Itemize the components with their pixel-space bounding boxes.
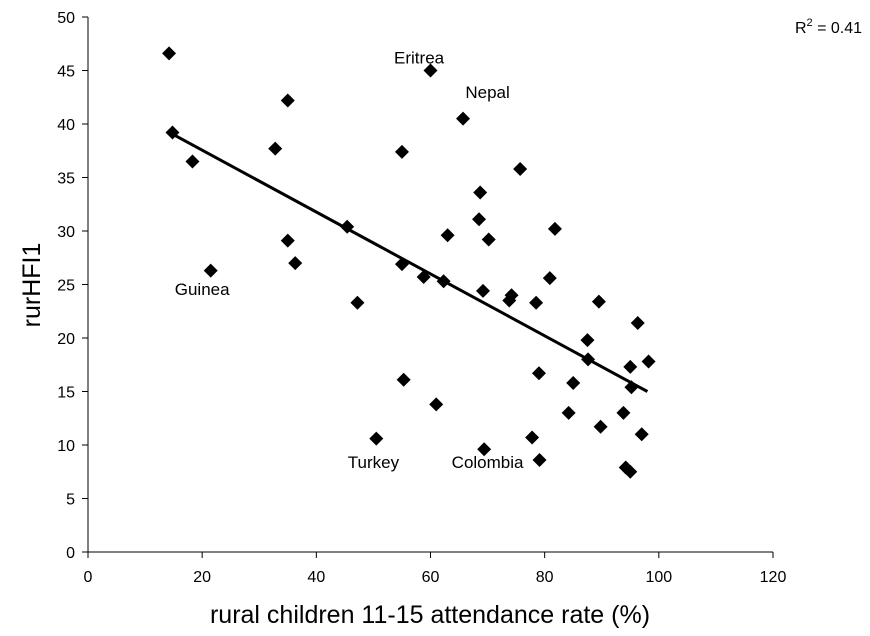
y-tick-label: 35 xyxy=(57,171,75,188)
x-tick-label: 20 xyxy=(193,569,211,586)
data-point xyxy=(591,294,606,309)
country-label: Nepal xyxy=(465,83,509,102)
y-tick-label: 10 xyxy=(57,438,75,455)
data-point xyxy=(630,316,645,331)
r-squared-sup: 2 xyxy=(807,17,813,29)
x-tick-label: 120 xyxy=(760,569,787,586)
r-squared-value: = 0.41 xyxy=(813,20,862,37)
data-point xyxy=(581,352,596,367)
data-point xyxy=(566,375,581,390)
data-point xyxy=(280,93,295,108)
data-point xyxy=(531,366,546,381)
data-point xyxy=(481,232,496,247)
data-point xyxy=(472,212,487,227)
x-tick-label: 60 xyxy=(422,569,440,586)
x-tick-label: 80 xyxy=(536,569,554,586)
country-annotations: Eritrea Nepal Guinea Turkey Colombia xyxy=(175,49,524,472)
data-point xyxy=(513,161,528,176)
r-squared-prefix: R xyxy=(795,20,807,37)
data-point xyxy=(423,63,438,78)
y-tick-label: 5 xyxy=(66,492,75,509)
data-point xyxy=(529,295,544,310)
y-tick-label: 15 xyxy=(57,385,75,402)
data-point xyxy=(504,288,519,303)
data-point xyxy=(502,293,517,308)
data-point xyxy=(394,257,409,272)
y-tick-label: 0 xyxy=(66,545,75,562)
x-axis-title: rural children 11-15 attendance rate (%) xyxy=(210,601,650,629)
data-point xyxy=(532,452,547,467)
data-point xyxy=(436,274,451,289)
y-tick-label: 20 xyxy=(57,331,75,348)
data-point xyxy=(547,221,562,236)
data-point xyxy=(280,233,295,248)
data-point xyxy=(396,372,411,387)
y-tick-label: 25 xyxy=(57,278,75,295)
data-point xyxy=(456,111,471,126)
data-point xyxy=(542,271,557,286)
data-points xyxy=(162,46,656,479)
y-tick-label: 50 xyxy=(57,10,75,27)
data-point xyxy=(288,256,303,271)
data-point xyxy=(634,427,649,442)
data-point xyxy=(476,283,491,298)
data-point xyxy=(440,228,455,243)
data-point xyxy=(624,380,639,395)
data-point xyxy=(616,405,631,420)
data-point xyxy=(416,270,431,285)
data-point xyxy=(165,125,180,140)
r-squared-label: R2 = 0.41 xyxy=(795,17,862,37)
country-label: Colombia xyxy=(452,453,524,472)
y-tick-label: 45 xyxy=(57,64,75,81)
country-label: Guinea xyxy=(175,280,230,299)
trendline xyxy=(172,133,649,393)
y-tick-label: 30 xyxy=(57,224,75,241)
x-tick-label: 40 xyxy=(307,569,325,586)
data-point xyxy=(623,359,638,374)
data-point xyxy=(429,397,444,412)
data-point xyxy=(477,442,492,457)
data-point xyxy=(203,263,218,278)
x-axis: 0 20 40 60 80 100 120 xyxy=(84,551,787,586)
y-axis-title: rurHFI1 xyxy=(18,243,46,328)
data-point xyxy=(162,46,177,61)
x-tick-label: 0 xyxy=(84,569,93,586)
data-point xyxy=(623,464,638,479)
data-point xyxy=(394,144,409,159)
data-point xyxy=(350,295,365,310)
data-point xyxy=(185,154,200,169)
data-point xyxy=(580,333,595,348)
data-point xyxy=(473,185,488,200)
country-label: Turkey xyxy=(348,453,400,472)
y-tick-label: 40 xyxy=(57,117,75,134)
data-point xyxy=(641,354,656,369)
data-point xyxy=(369,431,384,446)
data-point xyxy=(525,430,540,445)
data-point xyxy=(340,219,355,234)
x-tick-label: 100 xyxy=(645,569,672,586)
data-point xyxy=(561,405,576,420)
y-axis: 0 5 10 15 20 25 30 35 40 45 50 xyxy=(57,10,89,562)
country-label: Eritrea xyxy=(394,49,445,68)
data-point xyxy=(268,141,283,156)
data-point xyxy=(593,419,608,434)
